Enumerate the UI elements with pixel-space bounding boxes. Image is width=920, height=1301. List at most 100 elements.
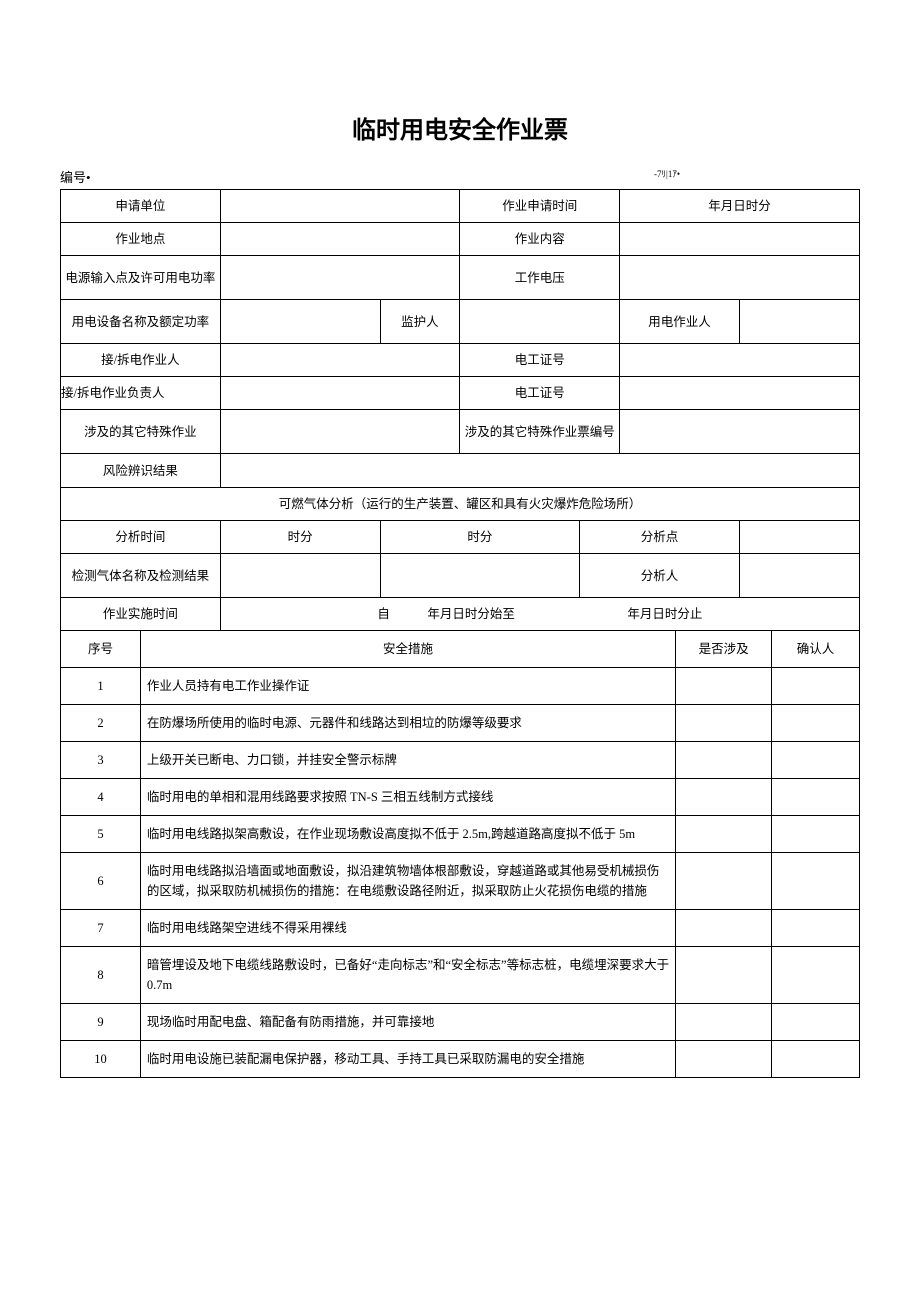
measure-involved — [676, 853, 772, 910]
serial-row: 编号• -7ﾘ|1ｱ• — [60, 167, 860, 185]
value-other-special-no — [620, 410, 860, 454]
measures-table: 序号 安全措施 是否涉及 确认人 1作业人员持有电工作业操作证2在防爆场所使用的… — [60, 631, 860, 1078]
label-equip-name: 用电设备名称及额定功率 — [61, 300, 221, 344]
measure-confirmer — [772, 742, 860, 779]
measure-no: 3 — [61, 742, 141, 779]
row-equipment: 用电设备名称及额定功率 监护人 用电作业人 — [61, 300, 860, 344]
measure-involved — [676, 1041, 772, 1078]
analysis-time-2: 时分 — [380, 521, 580, 554]
measure-no: 6 — [61, 853, 141, 910]
measure-no: 8 — [61, 947, 141, 1004]
value-risk-result — [220, 454, 859, 488]
value-apply-unit — [220, 190, 460, 223]
measures-header-row: 序号 安全措施 是否涉及 确认人 — [61, 631, 860, 668]
row-apply-unit: 申请单位 作业申请时间 年月日时分 — [61, 190, 860, 223]
value-connect-worker — [220, 344, 460, 377]
col-measure: 安全措施 — [140, 631, 675, 668]
label-monitor: 监护人 — [380, 300, 460, 344]
measure-text: 暗管埋设及地下电缆线路敷设时，已备好“走向标志”和“安全标志”等标志桩，电缆埋深… — [140, 947, 675, 1004]
value-operator — [739, 300, 859, 344]
measure-confirmer — [772, 910, 860, 947]
measure-involved — [676, 1004, 772, 1041]
value-work-content — [620, 223, 860, 256]
value-analysis-point — [739, 521, 859, 554]
col-confirmer: 确认人 — [772, 631, 860, 668]
measure-no: 1 — [61, 668, 141, 705]
label-work-place: 作业地点 — [61, 223, 221, 256]
measure-text: 作业人员持有电工作业操作证 — [140, 668, 675, 705]
measure-confirmer — [772, 705, 860, 742]
label-connect-worker: 接/拆电作业人 — [61, 344, 221, 377]
value-gas-name-1 — [220, 554, 380, 598]
row-impl-time: 作业实施时间 自 年月日时分始至 年月日时分止 — [61, 598, 860, 631]
label-other-special: 涉及的其它特殊作业 — [61, 410, 221, 454]
serial-label: 编号• — [60, 167, 91, 186]
measure-no: 7 — [61, 910, 141, 947]
small-note: -7ﾘ|1ｱ• — [654, 167, 680, 180]
label-analysis-point: 分析点 — [580, 521, 740, 554]
row-connect-leader: 接/拆电作业负责人 电工证号 — [61, 377, 860, 410]
measure-confirmer — [772, 779, 860, 816]
document-title: 临时用电安全作业票 — [60, 110, 860, 145]
measure-text: 临时用电线路拟沿墙面或地面敷设，拟沿建筑物墙体根部敷设，穿越道路或其他易受机械损… — [140, 853, 675, 910]
row-analysis-time: 分析时间 时分 时分 分析点 — [61, 521, 860, 554]
measure-confirmer — [772, 853, 860, 910]
measure-involved — [676, 668, 772, 705]
measure-row: 8暗管埋设及地下电缆线路敷设时，已备好“走向标志”和“安全标志”等标志桩，电缆埋… — [61, 947, 860, 1004]
row-gas-header: 可燃气体分析（运行的生产装置、罐区和具有火灾爆炸危险场所） — [61, 488, 860, 521]
analysis-time-1: 时分 — [220, 521, 380, 554]
value-analyst — [739, 554, 859, 598]
label-power-input: 电源输入点及许可用电功率 — [61, 256, 221, 300]
label-risk-result: 风险辨识结果 — [61, 454, 221, 488]
label-work-content: 作业内容 — [460, 223, 620, 256]
value-connect-leader — [220, 377, 460, 410]
label-analyst: 分析人 — [580, 554, 740, 598]
measure-text: 临时用电的单相和混用线路要求按照 TN-S 三相五线制方式接线 — [140, 779, 675, 816]
measure-row: 4临时用电的单相和混用线路要求按照 TN-S 三相五线制方式接线 — [61, 779, 860, 816]
value-monitor — [460, 300, 620, 344]
label-other-special-no: 涉及的其它特殊作业票编号 — [460, 410, 620, 454]
measure-involved — [676, 910, 772, 947]
measure-confirmer — [772, 668, 860, 705]
measure-involved — [676, 779, 772, 816]
label-analysis-time: 分析时间 — [61, 521, 221, 554]
measure-row: 5临时用电线路拟架高敷设，在作业现场敷设高度拟不低于 2.5m,跨越道路高度拟不… — [61, 816, 860, 853]
measure-row: 7临时用电线路架空进线不得采用裸线 — [61, 910, 860, 947]
label-connect-leader: 接/拆电作业负责人 — [61, 377, 221, 410]
label-operator: 用电作业人 — [620, 300, 740, 344]
measure-no: 5 — [61, 816, 141, 853]
label-gas-name: 检测气体名称及检测结果 — [61, 554, 221, 598]
label-elec-cert2: 电工证号 — [460, 377, 620, 410]
value-work-place — [220, 223, 460, 256]
measure-text: 临时用电设施已装配漏电保护器，移动工具、手持工具已采取防漏电的安全措施 — [140, 1041, 675, 1078]
measure-involved — [676, 705, 772, 742]
value-equip-name — [220, 300, 380, 344]
label-work-voltage: 工作电压 — [460, 256, 620, 300]
page-container: 临时用电安全作业票 编号• -7ﾘ|1ｱ• 申请单位 作业申请时间 年月日时分 … — [0, 0, 920, 1118]
row-risk-result: 风险辨识结果 — [61, 454, 860, 488]
value-work-voltage — [620, 256, 860, 300]
measure-text: 临时用电线路拟架高敷设，在作业现场敷设高度拟不低于 2.5m,跨越道路高度拟不低… — [140, 816, 675, 853]
col-seq: 序号 — [61, 631, 141, 668]
row-gas-name: 检测气体名称及检测结果 分析人 — [61, 554, 860, 598]
row-other-special: 涉及的其它特殊作业 涉及的其它特殊作业票编号 — [61, 410, 860, 454]
measure-row: 9现场临时用配电盘、箱配备有防雨措施，并可靠接地 — [61, 1004, 860, 1041]
measure-no: 9 — [61, 1004, 141, 1041]
value-apply-time: 年月日时分 — [620, 190, 860, 223]
measure-no: 10 — [61, 1041, 141, 1078]
measure-text: 临时用电线路架空进线不得采用裸线 — [140, 910, 675, 947]
label-apply-time: 作业申请时间 — [460, 190, 620, 223]
measure-row: 6临时用电线路拟沿墙面或地面敷设，拟沿建筑物墙体根部敷设，穿越道路或其他易受机械… — [61, 853, 860, 910]
measure-confirmer — [772, 816, 860, 853]
measure-row: 2在防爆场所使用的临时电源、元器件和线路达到相垃的防爆等级要求 — [61, 705, 860, 742]
measure-involved — [676, 947, 772, 1004]
row-connect-worker: 接/拆电作业人 电工证号 — [61, 344, 860, 377]
measure-no: 2 — [61, 705, 141, 742]
value-other-special — [220, 410, 460, 454]
measure-involved — [676, 742, 772, 779]
measure-confirmer — [772, 1004, 860, 1041]
label-elec-cert1: 电工证号 — [460, 344, 620, 377]
header-table: 申请单位 作业申请时间 年月日时分 作业地点 作业内容 电源输入点及许可用电功率… — [60, 189, 860, 631]
row-work-place: 作业地点 作业内容 — [61, 223, 860, 256]
measure-text: 现场临时用配电盘、箱配备有防雨措施，并可靠接地 — [140, 1004, 675, 1041]
